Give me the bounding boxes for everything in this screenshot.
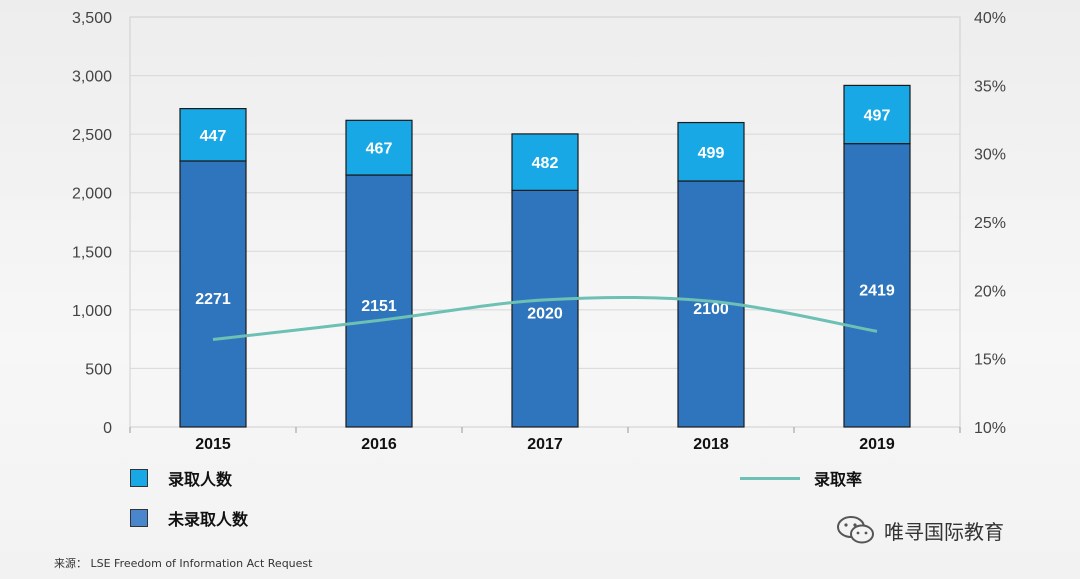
y-tick-label: 1,500 <box>72 244 112 261</box>
y-tick-label: 500 <box>85 361 112 378</box>
y2-tick-label: 35% <box>974 78 1006 95</box>
y-axis-left: 0 500 1,000 1,500 2,000 2,500 3,000 3,500 <box>72 10 112 437</box>
bar-admitted <box>345 119 413 176</box>
x-tick-label: 2018 <box>693 436 729 453</box>
bar-label-admitted: 499 <box>698 145 725 162</box>
legend-rejected-label: 未录取人数 <box>168 510 249 529</box>
bar-label-rejected: 2271 <box>195 291 231 308</box>
y-tick-label: 0 <box>103 420 112 437</box>
bar-rejected <box>179 160 247 428</box>
bar-label-rejected: 2151 <box>361 298 397 315</box>
legend-rejected-swatch <box>130 509 148 527</box>
bars <box>179 84 911 428</box>
bar-admitted <box>179 108 247 162</box>
x-tick-label: 2015 <box>195 436 231 453</box>
bar-admitted <box>843 84 911 145</box>
legend-rate-swatch <box>740 476 800 480</box>
watermark: 唯寻国际教育 <box>836 514 1004 546</box>
x-tick-label: 2019 <box>859 436 895 453</box>
chart: 2271 447 2151 467 2020 482 2100 499 2419 497 0 500… <box>72 10 1006 453</box>
legend-rate: 录取率 <box>740 466 862 490</box>
x-axis: 2015 2016 2017 2018 2019 <box>129 427 961 453</box>
y-tick-label: 2,000 <box>72 186 112 203</box>
y-tick-label: 1,000 <box>72 303 112 320</box>
y-tick-label: 3,500 <box>72 10 112 27</box>
legend-admitted-swatch <box>130 469 148 487</box>
y2-tick-label: 10% <box>974 420 1006 437</box>
y-tick-label: 2,500 <box>72 127 112 144</box>
source-note: 来源： LSE Freedom of Information Act Reque… <box>54 557 313 570</box>
bar-admitted <box>677 121 745 182</box>
bar-admitted <box>511 133 579 191</box>
y2-tick-label: 15% <box>974 352 1006 369</box>
y-tick-label: 3,000 <box>72 69 112 86</box>
watermark-text: 唯寻国际教育 <box>884 519 1004 544</box>
bar-label-rejected: 2020 <box>527 306 563 323</box>
bar-label-admitted: 447 <box>200 128 227 145</box>
y2-tick-label: 30% <box>974 147 1006 164</box>
bar-rejected <box>843 143 911 428</box>
legend-admitted: 录取人数 <box>130 466 232 490</box>
bar-label-admitted: 482 <box>532 155 559 172</box>
y2-tick-label: 20% <box>974 283 1006 300</box>
bar-label-admitted: 497 <box>864 108 891 125</box>
y2-tick-label: 40% <box>974 10 1006 27</box>
x-tick-label: 2017 <box>527 436 563 453</box>
bar-labels: 2271 447 2151 467 2020 482 2100 499 2419 497 <box>195 108 895 323</box>
y-axis-right: 10% 15% 20% 25% 30% 35% 40% <box>974 10 1006 437</box>
admission-rate-line <box>212 295 878 342</box>
bar-label-rejected: 2100 <box>693 301 729 318</box>
bar-label-admitted: 467 <box>366 141 393 158</box>
y2-tick-label: 25% <box>974 215 1006 232</box>
legend-rejected: 未录取人数 <box>130 506 248 530</box>
x-tick-label: 2016 <box>361 436 397 453</box>
bar-label-rejected: 2419 <box>859 282 895 299</box>
legend-admitted-label: 录取人数 <box>168 470 233 489</box>
legend-rate-label: 录取率 <box>814 470 863 489</box>
wechat-icon <box>837 516 874 544</box>
